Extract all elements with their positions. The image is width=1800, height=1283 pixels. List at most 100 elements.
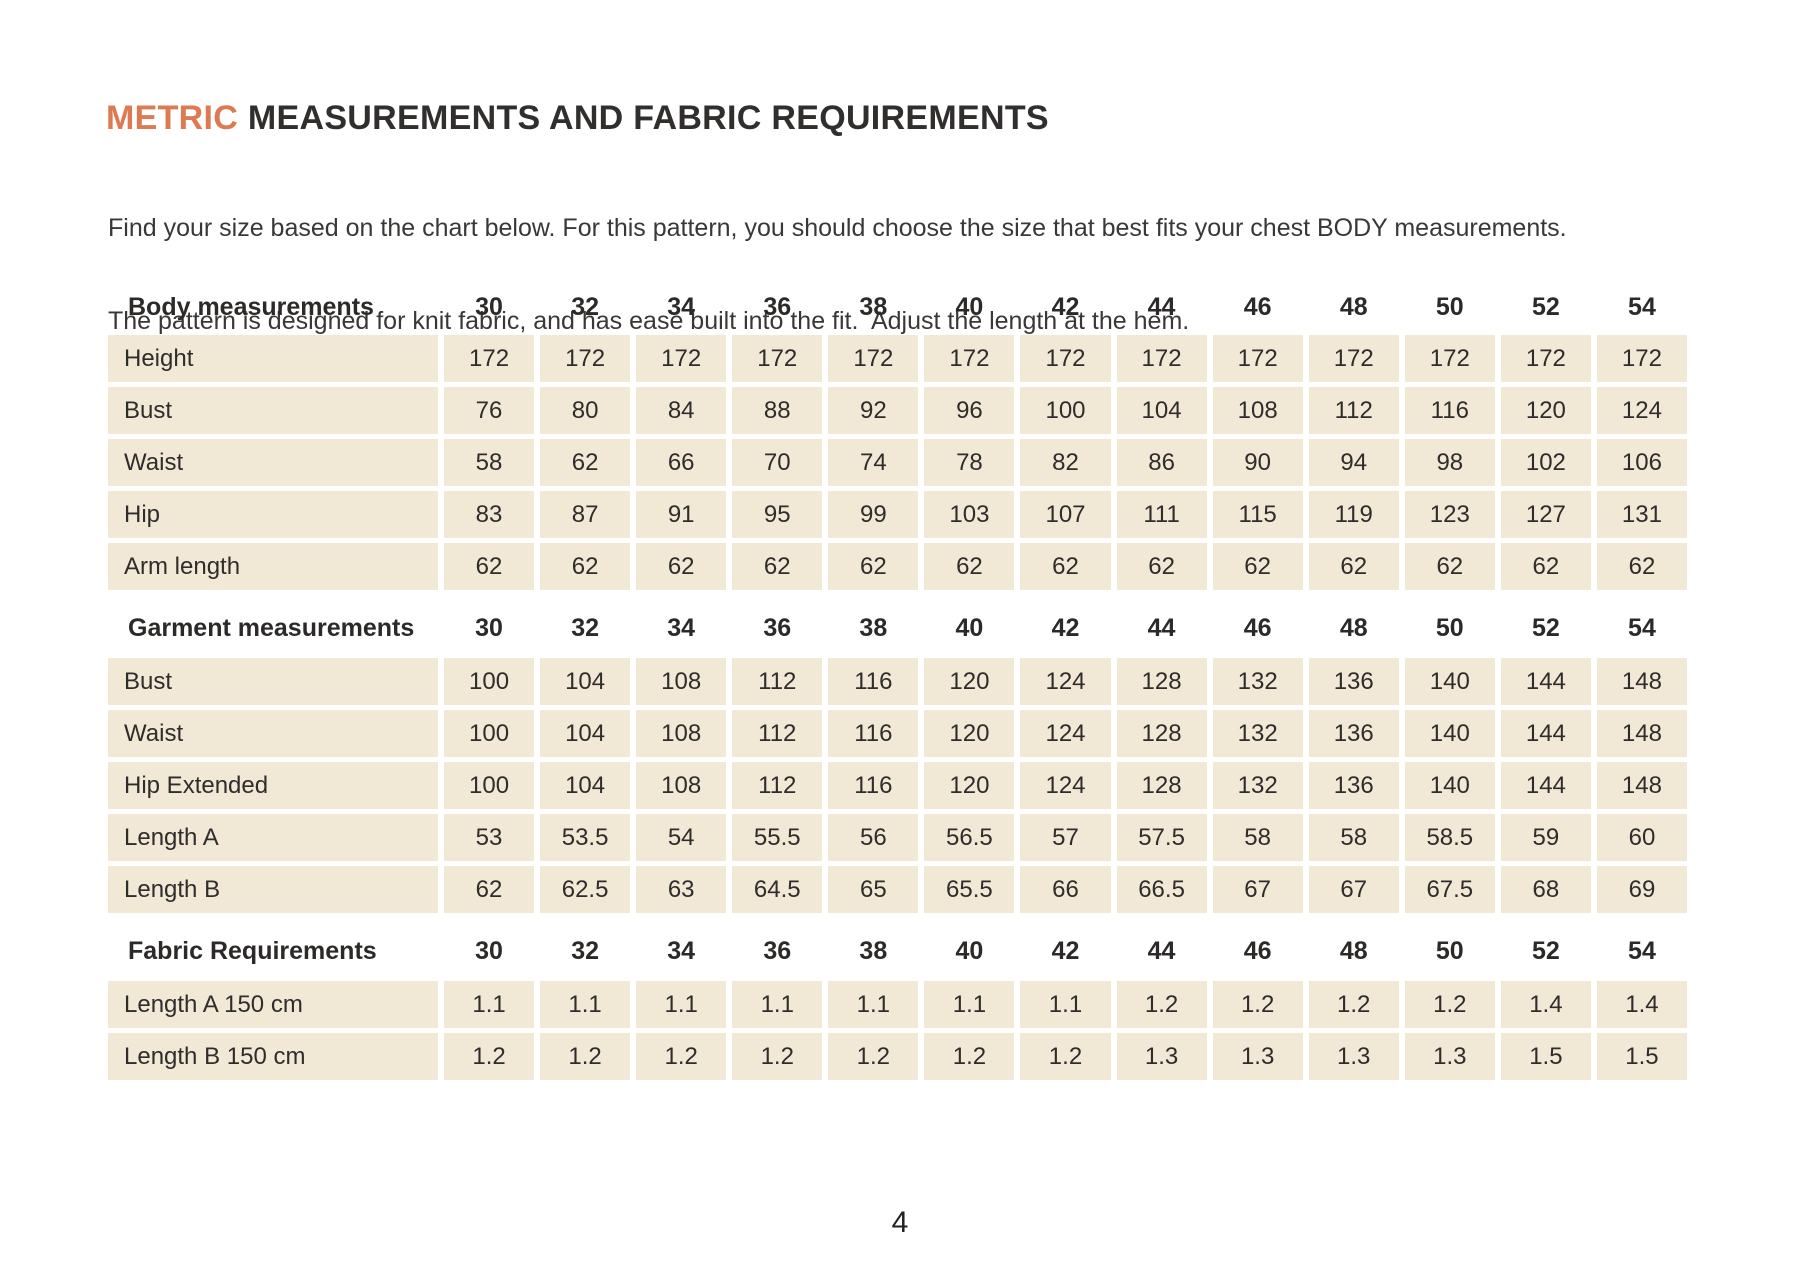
value-cell: 107 [1020,491,1111,538]
value-cell: 66 [1020,866,1111,913]
value-cell: 128 [1116,710,1207,757]
value-cell: 70 [732,439,823,486]
value-cell: 1.5 [1596,1033,1687,1080]
row-label: Waist [108,710,438,757]
value-cell: 62 [636,543,727,590]
value-cell: 62 [1596,543,1687,590]
size-header-cell: 32 [571,936,599,965]
size-header-cell: 48 [1339,613,1368,642]
size-header-cell: 48 [1339,292,1368,321]
table-row: Waist 100 104 108 112 116 120 124 128 132 136 140 14… [108,710,1687,757]
value-cell: 1.2 [1212,981,1303,1028]
value-cell: 104 [540,762,631,809]
table-row: Bust 100 104 108 112 116 120 124 128 132 136 140 144… [108,658,1687,705]
size-header-cell: 46 [1243,936,1272,965]
value-cell: 62.5 [540,866,631,913]
size-header-cell: 38 [859,292,888,321]
page-title: METRIC MEASUREMENTS AND FABRIC REQUIREME… [106,99,1049,138]
value-cell: 1.1 [828,981,919,1028]
value-cell: 120 [924,710,1015,757]
table-row: Hip 83 87 91 95 99 103 107 111 115 119 123 127 131 [108,491,1687,538]
value-cell: 100 [444,658,535,705]
value-cell: 62 [1308,543,1399,590]
value-cell: 140 [1404,762,1495,809]
value-cell: 1.1 [444,981,535,1028]
row-label: Bust [108,387,438,434]
value-cell: 1.2 [636,1033,727,1080]
table-row: Length B 62 62.5 63 64.5 65 65.5 66 66.5 67 67 67.5… [108,866,1687,913]
value-cell: 99 [828,491,919,538]
value-cell: 120 [924,658,1015,705]
value-cell: 116 [1404,387,1495,434]
value-cell: 62 [732,543,823,590]
row-label: Waist [108,439,438,486]
value-cell: 1.1 [924,981,1015,1028]
value-cell: 111 [1116,491,1207,538]
value-cell: 84 [636,387,727,434]
size-header-cell: 52 [1531,936,1560,965]
size-header-cell: 42 [1051,292,1080,321]
size-header-cell: 50 [1435,936,1464,965]
size-header-cell: 54 [1628,292,1656,321]
value-cell: 172 [1116,335,1207,382]
value-cell: 68 [1500,866,1591,913]
value-cell: 104 [540,710,631,757]
size-header-cell: 44 [1147,292,1176,321]
value-cell: 148 [1596,658,1687,705]
value-cell: 1.2 [828,1033,919,1080]
value-cell: 1.1 [636,981,727,1028]
table-row: Waist 58 62 66 70 74 78 82 86 90 94 98 102 106 [108,439,1687,486]
value-cell: 136 [1308,762,1399,809]
title-rest: MEASUREMENTS AND FABRIC REQUIREMENTS [238,99,1049,137]
value-cell: 58 [444,439,535,486]
value-cell: 108 [636,762,727,809]
table-row: Length A 53 53.5 54 55.5 56 56.5 57 57.5 58 58 58.5… [108,814,1687,861]
value-cell: 1.2 [444,1033,535,1080]
value-cell: 172 [732,335,823,382]
size-header-cell: 40 [955,292,984,321]
size-header-cell: 30 [475,292,503,321]
value-cell: 67 [1212,866,1303,913]
size-header-cell: 30 [475,936,503,965]
value-cell: 119 [1308,491,1399,538]
value-cell: 127 [1500,491,1591,538]
value-cell: 57 [1020,814,1111,861]
value-cell: 1.3 [1116,1033,1207,1080]
value-cell: 120 [924,762,1015,809]
value-cell: 124 [1596,387,1687,434]
size-header-cell: 46 [1243,292,1272,321]
value-cell: 88 [732,387,823,434]
value-cell: 62 [540,543,631,590]
size-header-cell: 40 [955,613,984,642]
size-header-cell: 46 [1243,613,1272,642]
value-cell: 148 [1596,762,1687,809]
value-cell: 66.5 [1116,866,1207,913]
value-cell: 172 [1020,335,1111,382]
value-cell: 53.5 [540,814,631,861]
value-cell: 172 [1404,335,1495,382]
value-cell: 108 [1212,387,1303,434]
size-header-cell: 52 [1531,613,1560,642]
size-header-cell: 44 [1147,936,1176,965]
value-cell: 56 [828,814,919,861]
value-cell: 96 [924,387,1015,434]
intro-paragraph: Find your size based on the chart below.… [108,151,1567,399]
value-cell: 1.4 [1500,981,1591,1028]
table-row: Length A 150 cm 1.1 1.1 1.1 1.1 1.1 1.1 1.1 1.2 1… [108,981,1687,1028]
value-cell: 124 [1020,658,1111,705]
value-cell: 1.2 [732,1033,823,1080]
value-cell: 62 [1212,543,1303,590]
value-cell: 1.2 [540,1033,631,1080]
value-cell: 100 [444,710,535,757]
value-cell: 144 [1500,710,1591,757]
size-header-cell: 50 [1435,292,1464,321]
value-cell: 136 [1308,710,1399,757]
size-header-cell: 36 [763,936,792,965]
value-cell: 62 [540,439,631,486]
section-header-label: Fabric Requirements [128,936,377,965]
value-cell: 69 [1596,866,1687,913]
size-header-cell: 34 [667,292,696,321]
value-cell: 91 [636,491,727,538]
value-cell: 1.1 [732,981,823,1028]
value-cell: 1.2 [924,1033,1015,1080]
